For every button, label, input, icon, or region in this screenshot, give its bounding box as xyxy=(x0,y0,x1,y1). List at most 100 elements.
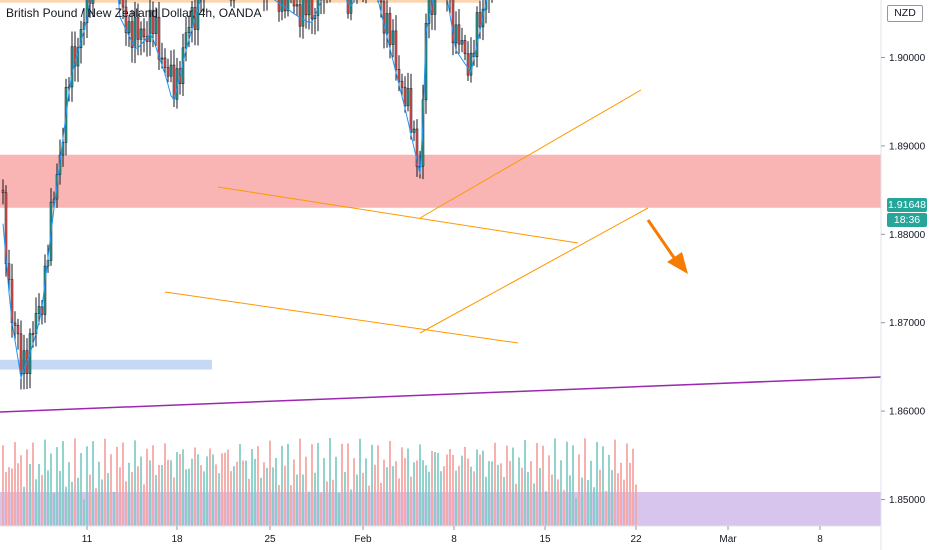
volume-bar xyxy=(455,470,457,526)
volume-bar xyxy=(239,443,241,526)
volume-bar xyxy=(68,462,70,526)
volume-bar xyxy=(236,461,238,526)
volume-bar xyxy=(419,444,421,526)
time-tick-label: 8 xyxy=(817,534,823,545)
volume-bar xyxy=(215,464,217,526)
volume-bar xyxy=(98,461,100,526)
volume-bar xyxy=(512,447,514,526)
volume-bars xyxy=(2,438,637,526)
volume-bar xyxy=(533,483,535,526)
candle xyxy=(313,7,317,35)
volume-bar xyxy=(227,449,229,526)
volume-bar xyxy=(281,445,283,526)
volume-bar xyxy=(608,454,610,526)
zones-layer xyxy=(0,0,881,526)
volume-bar xyxy=(476,449,478,526)
candle xyxy=(451,0,455,56)
volume-bar xyxy=(626,443,628,526)
volume-bar xyxy=(119,467,121,526)
volume-bar xyxy=(554,438,556,526)
candle xyxy=(1,179,5,205)
volume-bar xyxy=(314,472,316,526)
volume-bar xyxy=(467,458,469,526)
volume-bar xyxy=(152,445,154,526)
volume-bar xyxy=(356,474,358,526)
price-axis[interactable]: 1.85000 1.86000 1.87000 1.88000 1.89000 1.900… xyxy=(881,0,926,506)
candle xyxy=(19,320,23,390)
candle xyxy=(136,3,140,56)
candle xyxy=(491,0,493,3)
volume-bar xyxy=(158,465,160,526)
bearish-arrow-shaft xyxy=(646,219,679,263)
volume-bar xyxy=(368,485,370,526)
volume-bar xyxy=(233,466,235,526)
volume-bar xyxy=(437,452,439,526)
time-tick-label: 11 xyxy=(82,534,93,545)
volume-bar xyxy=(482,450,484,526)
candle xyxy=(295,0,299,16)
volume-bar xyxy=(41,474,43,526)
currency-badge[interactable]: NZD xyxy=(887,5,923,22)
candle xyxy=(266,0,268,11)
volume-bar xyxy=(443,466,445,526)
candle xyxy=(166,58,170,83)
volume-bar xyxy=(362,472,364,526)
volume-bar xyxy=(377,445,379,526)
volume-bar xyxy=(341,443,343,526)
volume-bar xyxy=(605,491,607,526)
volume-bar xyxy=(221,453,223,526)
candle xyxy=(307,0,311,30)
volume-bar xyxy=(260,477,262,526)
candle xyxy=(37,293,41,325)
candle xyxy=(91,0,95,17)
zone-blue-low xyxy=(0,359,212,370)
candle xyxy=(488,0,490,13)
candle xyxy=(34,297,38,347)
price-tick-label: 1.88000 xyxy=(889,230,926,241)
time-tick-label: 8 xyxy=(451,534,457,545)
volume-bar xyxy=(620,462,622,526)
last-price-tag: 1.91648 xyxy=(887,198,927,212)
volume-bar xyxy=(470,466,472,526)
volume-bar xyxy=(335,456,337,526)
volume-bar xyxy=(305,456,307,526)
candle xyxy=(187,15,191,48)
volume-bar xyxy=(245,460,247,526)
candle xyxy=(203,0,205,13)
candle xyxy=(277,0,281,22)
volume-bar xyxy=(47,470,49,526)
volume-bar xyxy=(146,448,148,526)
asc-channel-top xyxy=(419,89,642,219)
candle xyxy=(460,27,464,53)
candle xyxy=(232,0,236,9)
volume-bar xyxy=(56,447,58,526)
asc-channel-bottom xyxy=(419,207,649,334)
volume-bar xyxy=(83,499,85,526)
volume-bar xyxy=(242,460,244,526)
time-axis[interactable]: 11 18 25 Feb 8 15 22 Mar 8 xyxy=(82,526,823,545)
volume-bar xyxy=(539,468,541,526)
volume-bar xyxy=(590,460,592,526)
time-tick-label: Mar xyxy=(719,534,737,545)
volume-bar xyxy=(128,462,130,526)
volume-bar xyxy=(188,468,190,526)
volume-bar xyxy=(602,446,604,526)
candle xyxy=(154,7,158,46)
volume-bar xyxy=(269,440,271,526)
volume-bar xyxy=(179,454,181,526)
candle xyxy=(124,0,128,46)
candle xyxy=(475,6,479,68)
volume-bar xyxy=(515,483,517,526)
desc-channel-top xyxy=(217,186,579,244)
volume-bar xyxy=(308,491,310,526)
candle xyxy=(394,15,398,81)
candle xyxy=(200,0,202,13)
candle xyxy=(427,0,431,39)
volume-bar xyxy=(581,477,583,526)
volume-bar xyxy=(458,465,460,526)
volume-bar xyxy=(62,441,64,526)
volume-bar xyxy=(209,448,211,526)
volume-bar xyxy=(254,458,256,526)
candle xyxy=(433,0,437,31)
